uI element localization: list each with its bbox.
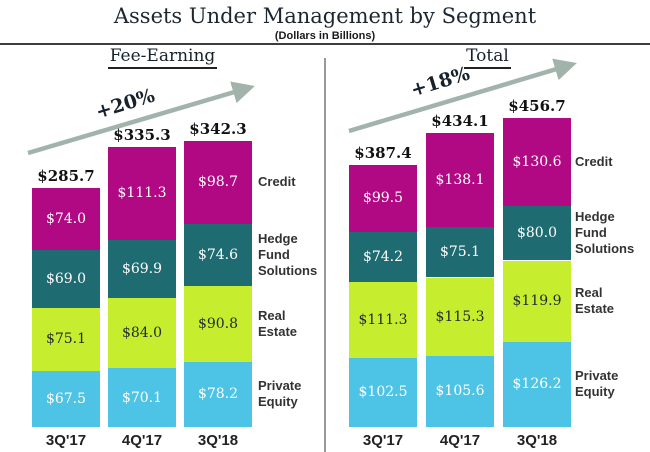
fee-earning-heading: Fee-Earning bbox=[0, 46, 325, 69]
bar-segment: $99.5 bbox=[349, 164, 417, 233]
legend-label: Real Estate bbox=[258, 307, 298, 339]
bar-segment: $130.6 bbox=[503, 118, 571, 207]
bar-segment: $69.9 bbox=[108, 239, 176, 299]
bar-segment: $119.9 bbox=[503, 260, 571, 342]
total-heading: Total bbox=[325, 46, 650, 69]
bar-segment: $105.6 bbox=[426, 355, 494, 427]
fee-earning-chart-panel: Fee-Earning +20% $67.5 $75.1 $69.0 $74.0 $28… bbox=[0, 43, 325, 452]
legend-label: Credit bbox=[258, 174, 296, 190]
axis-label: 3Q'18 bbox=[197, 432, 239, 449]
bar-total-label: $285.7 bbox=[37, 167, 95, 186]
bar-total-label: $456.7 bbox=[508, 97, 566, 115]
growth-percent-label: +20% bbox=[93, 84, 158, 124]
page-title: Assets Under Management by Segment bbox=[113, 4, 537, 28]
legend-label: Hedge Fund Solutions bbox=[258, 230, 318, 278]
bar-segment: $74.2 bbox=[349, 232, 417, 283]
bar-total-label: $387.4 bbox=[354, 143, 412, 162]
bar-segment: $75.1 bbox=[426, 226, 494, 278]
bar-segment: $80.0 bbox=[503, 206, 571, 261]
chart-subtitle: (Dollars in Billions) bbox=[274, 30, 376, 42]
bar-segment: $67.5 bbox=[32, 370, 100, 427]
bar-segment: $90.8 bbox=[184, 285, 252, 362]
bar-total-label: $434.1 bbox=[431, 112, 489, 131]
header-rule bbox=[0, 43, 650, 45]
bar-segment: $126.2 bbox=[503, 341, 571, 427]
bar-segment: $115.3 bbox=[426, 277, 494, 356]
legend-label: Private Equity bbox=[258, 378, 302, 410]
axis-label: 4Q'17 bbox=[439, 432, 481, 449]
bar-total-label: $342.3 bbox=[189, 120, 247, 138]
legend-label: Private Equity bbox=[575, 368, 619, 400]
axis-label: 3Q'18 bbox=[516, 432, 558, 449]
bar-segment: $111.3 bbox=[108, 146, 176, 240]
bar-segment: $75.1 bbox=[32, 307, 100, 371]
bar-segment: $74.0 bbox=[32, 188, 100, 251]
panel-divider bbox=[324, 58, 326, 452]
growth-percent-label: +18% bbox=[408, 62, 473, 102]
bar-segment: $78.2 bbox=[184, 361, 252, 427]
axis-label: 3Q'17 bbox=[362, 432, 404, 449]
bar-segment: $84.0 bbox=[108, 298, 176, 369]
bar-segment: $111.3 bbox=[349, 282, 417, 358]
legend-label: Credit bbox=[575, 154, 613, 170]
legend-label: Real Estate bbox=[575, 285, 615, 317]
bar-segment: $70.1 bbox=[108, 368, 176, 427]
bar-segment: $74.6 bbox=[184, 223, 252, 286]
bar-segment: $138.1 bbox=[426, 133, 494, 227]
bar-segment: $69.0 bbox=[32, 250, 100, 308]
legend-label: Hedge Fund Solutions bbox=[575, 209, 635, 257]
bar-segment: $102.5 bbox=[349, 357, 417, 427]
axis-label: 4Q'17 bbox=[121, 432, 163, 449]
bar-total-label: $335.3 bbox=[113, 125, 171, 144]
bar-segment: $98.7 bbox=[184, 141, 252, 224]
total-chart-panel: Total +18% $102.5 $111.3 $74.2 $99.5 $387.4 3… bbox=[325, 43, 650, 452]
axis-label: 3Q'17 bbox=[45, 432, 87, 449]
